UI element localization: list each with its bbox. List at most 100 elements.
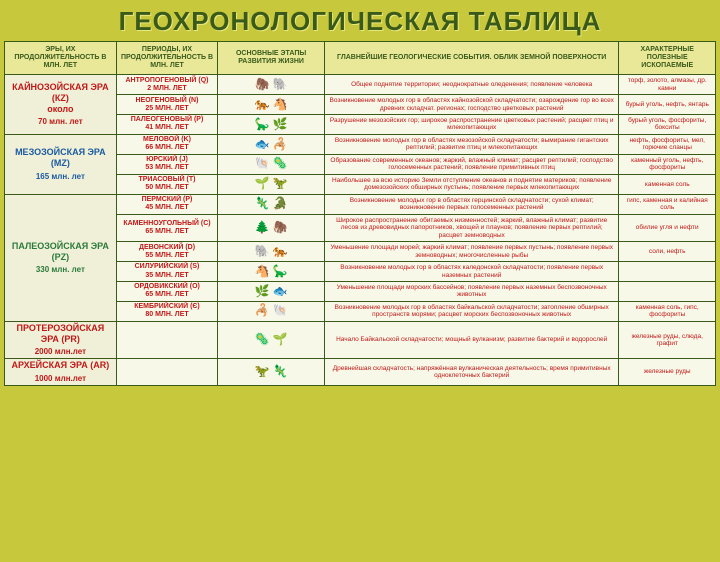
- period-cell: КЕМБРИЙСКИЙ (Є)80 МЛН. ЛЕТ: [116, 301, 218, 321]
- minerals-cell: железные руды: [619, 359, 716, 385]
- era-cell: АРХЕЙСКАЯ ЭРА (AR) 1000 млн.лет: [5, 359, 117, 385]
- era-name: КАЙНОЗОЙСКАЯ ЭРА (КZ): [7, 82, 114, 105]
- life-stages-cell: 🦖 🦎: [218, 359, 325, 385]
- period-duration: 35 МЛН. ЛЕТ: [119, 272, 216, 280]
- organism-icon: 🦕 🌿: [254, 117, 287, 131]
- life-stages-cell: 🌿 🐟: [218, 281, 325, 301]
- period-cell: ТРИАСОВЫЙ (T)50 МЛН. ЛЕТ: [116, 174, 218, 194]
- era-name: ПАЛЕОЗОЙСКАЯ ЭРА (PZ): [7, 241, 114, 264]
- life-stages-cell: 🦠 🌱: [218, 321, 325, 359]
- organism-icon: 🐚 🦠: [254, 156, 287, 170]
- period-name: ПЕРМСКИЙ (P): [119, 196, 216, 204]
- period-cell: КАМЕННОУГОЛЬНЫЙ (C)65 МЛН. ЛЕТ: [116, 214, 218, 241]
- era-cell: ПАЛЕОЗОЙСКАЯ ЭРА (PZ)330 млн. лет: [5, 194, 117, 321]
- period-duration: 66 МЛН. ЛЕТ: [119, 144, 216, 152]
- period-cell: АНТРОПОГЕНОВЫЙ (Q)2 МЛН. ЛЕТ: [116, 75, 218, 95]
- era-duration: 70 млн. лет: [7, 117, 114, 127]
- period-cell: [116, 321, 218, 359]
- era-cell: МЕЗОЗОЙСКАЯ ЭРА (MZ) 165 млн. лет: [5, 134, 117, 194]
- events-cell: Начало Байкальской складчатости; мощный …: [324, 321, 619, 359]
- minerals-cell: соли, нефть: [619, 242, 716, 262]
- organism-icon: 🦎 🐊: [254, 196, 287, 210]
- period-duration: 41 МЛН. ЛЕТ: [119, 124, 216, 132]
- era-duration: 165 млн. лет: [7, 172, 114, 182]
- minerals-cell: [619, 281, 716, 301]
- minerals-cell: каменная соль, гипс, фосфориты: [619, 301, 716, 321]
- events-cell: Возникновение молодых гор в областях мез…: [324, 134, 619, 154]
- period-name: ПАЛЕОГЕНОВЫЙ (P): [119, 116, 216, 124]
- period-name: СИЛУРИЙСКИЙ (S): [119, 263, 216, 271]
- table-row: МЕЗОЗОЙСКАЯ ЭРА (MZ)165 млн. летМЕЛОВОЙ …: [5, 134, 716, 154]
- period-name: АНТРОПОГЕНОВЫЙ (Q): [119, 77, 216, 85]
- period-duration: 53 МЛН. ЛЕТ: [119, 164, 216, 172]
- geochron-table: ЭРЫ, ИХ ПРОДОЛЖИТЕЛЬНОСТЬ В МЛН. ЛЕТ ПЕР…: [4, 41, 716, 386]
- events-cell: Возникновение молодых гор в областях кал…: [324, 262, 619, 282]
- events-cell: Наибольшее за всю историю Земли отступле…: [324, 174, 619, 194]
- life-stages-cell: 🐴 🦕: [218, 262, 325, 282]
- life-stages-cell: 🦕 🌿: [218, 115, 325, 135]
- period-name: ЮРСКИЙ (J): [119, 156, 216, 164]
- period-cell: ПЕРМСКИЙ (P)45 МЛН. ЛЕТ: [116, 194, 218, 214]
- organism-icon: 🌲 🦣: [254, 220, 287, 234]
- minerals-cell: бурый уголь, нефть, янтарь: [619, 95, 716, 115]
- life-stages-cell: 🌲 🦣: [218, 214, 325, 241]
- minerals-cell: железные руды, слюда, графит: [619, 321, 716, 359]
- era-cell: ПРОТЕРОЗОЙСКАЯ ЭРА (PR)2000 млн.лет: [5, 321, 117, 359]
- life-stages-cell: 🐟 🦂: [218, 134, 325, 154]
- era-duration: 1000 млн.лет: [7, 374, 114, 384]
- period-name: НЕОГЕНОВЫЙ (N): [119, 97, 216, 105]
- era-name: АРХЕЙСКАЯ ЭРА (AR): [7, 360, 114, 371]
- col-events: ГЛАВНЕЙШИЕ ГЕОЛОГИЧЕСКИЕ СОБЫТИЯ. ОБЛИК …: [324, 42, 619, 75]
- col-life: ОСНОВНЫЕ ЭТАПЫ РАЗВИТИЯ ЖИЗНИ: [218, 42, 325, 75]
- organism-icon: 🐟 🦂: [254, 137, 287, 151]
- col-period: ПЕРИОДЫ, ИХ ПРОДОЛЖИТЕЛЬНОСТЬ В МЛН. ЛЕТ: [116, 42, 218, 75]
- period-cell: МЕЛОВОЙ (K)66 МЛН. ЛЕТ: [116, 134, 218, 154]
- table-row: АРХЕЙСКАЯ ЭРА (AR) 1000 млн.лет 🦖 🦎Древней…: [5, 359, 716, 385]
- life-stages-cell: 🐘 🐅: [218, 242, 325, 262]
- period-cell: [116, 359, 218, 385]
- period-duration: 2 МЛН. ЛЕТ: [119, 85, 216, 93]
- events-cell: Древнейшая складчатость; напряжённая вул…: [324, 359, 619, 385]
- period-cell: ОРДОВИКСКИЙ (O)65 МЛН. ЛЕТ: [116, 281, 218, 301]
- period-duration: 65 МЛН. ЛЕТ: [119, 228, 216, 236]
- col-era: ЭРЫ, ИХ ПРОДОЛЖИТЕЛЬНОСТЬ В МЛН. ЛЕТ: [5, 42, 117, 75]
- organism-icon: 🌿 🐟: [254, 284, 287, 298]
- period-duration: 55 МЛН. ЛЕТ: [119, 252, 216, 260]
- organism-icon: 🐘 🐅: [254, 244, 287, 258]
- organism-icon: 🌱 🦖: [254, 176, 287, 190]
- period-duration: 80 МЛН. ЛЕТ: [119, 311, 216, 319]
- period-name: ДЕВОНСКИЙ (D): [119, 244, 216, 252]
- period-name: ОРДОВИКСКИЙ (O): [119, 283, 216, 291]
- table-header-row: ЭРЫ, ИХ ПРОДОЛЖИТЕЛЬНОСТЬ В МЛН. ЛЕТ ПЕР…: [5, 42, 716, 75]
- col-min: ХАРАКТЕРНЫЕ ПОЛЕЗНЫЕ ИСКОПАЕМЫЕ: [619, 42, 716, 75]
- events-cell: Уменьшение площади морских бассейнов; по…: [324, 281, 619, 301]
- period-duration: 25 МЛН. ЛЕТ: [119, 105, 216, 113]
- period-cell: ДЕВОНСКИЙ (D)55 МЛН. ЛЕТ: [116, 242, 218, 262]
- period-name: КАМЕННОУГОЛЬНЫЙ (C): [119, 220, 216, 228]
- minerals-cell: бурый уголь, фосфориты, бокситы: [619, 115, 716, 135]
- life-stages-cell: 🦎 🐊: [218, 194, 325, 214]
- events-cell: Широкое распространение обитаемых низмен…: [324, 214, 619, 241]
- period-name: КЕМБРИЙСКИЙ (Є): [119, 303, 216, 311]
- era-duration: 330 млн. лет: [7, 265, 114, 275]
- events-cell: Возникновение молодых гор в областях бай…: [324, 301, 619, 321]
- period-cell: ЮРСКИЙ (J)53 МЛН. ЛЕТ: [116, 154, 218, 174]
- table-row: КАЙНОЗОЙСКАЯ ЭРА (КZ)около70 млн. летАНТ…: [5, 75, 716, 95]
- events-cell: Общее поднятие территории; неоднократные…: [324, 75, 619, 95]
- minerals-cell: нефть, фосфориты, мел, горючие сланцы: [619, 134, 716, 154]
- table-row: ПАЛЕОЗОЙСКАЯ ЭРА (PZ)330 млн. летПЕРМСКИ…: [5, 194, 716, 214]
- period-duration: 65 МЛН. ЛЕТ: [119, 291, 216, 299]
- minerals-cell: [619, 262, 716, 282]
- organism-icon: 🐅 🐴: [254, 97, 287, 111]
- period-duration: 45 МЛН. ЛЕТ: [119, 204, 216, 212]
- table-row: ПРОТЕРОЗОЙСКАЯ ЭРА (PR)2000 млн.лет 🦠 🌱На…: [5, 321, 716, 359]
- organism-icon: 🦣 🐘: [254, 77, 287, 91]
- period-cell: СИЛУРИЙСКИЙ (S)35 МЛН. ЛЕТ: [116, 262, 218, 282]
- events-cell: Уменьшение площади морей; жаркий климат;…: [324, 242, 619, 262]
- era-name: МЕЗОЗОЙСКАЯ ЭРА (MZ): [7, 147, 114, 170]
- life-stages-cell: 🐅 🐴: [218, 95, 325, 115]
- period-cell: НЕОГЕНОВЫЙ (N)25 МЛН. ЛЕТ: [116, 95, 218, 115]
- minerals-cell: каменный уголь, нефть, фосфориты: [619, 154, 716, 174]
- organism-icon: 🦂 🐚: [254, 303, 287, 317]
- era-duration: 2000 млн.лет: [7, 347, 114, 357]
